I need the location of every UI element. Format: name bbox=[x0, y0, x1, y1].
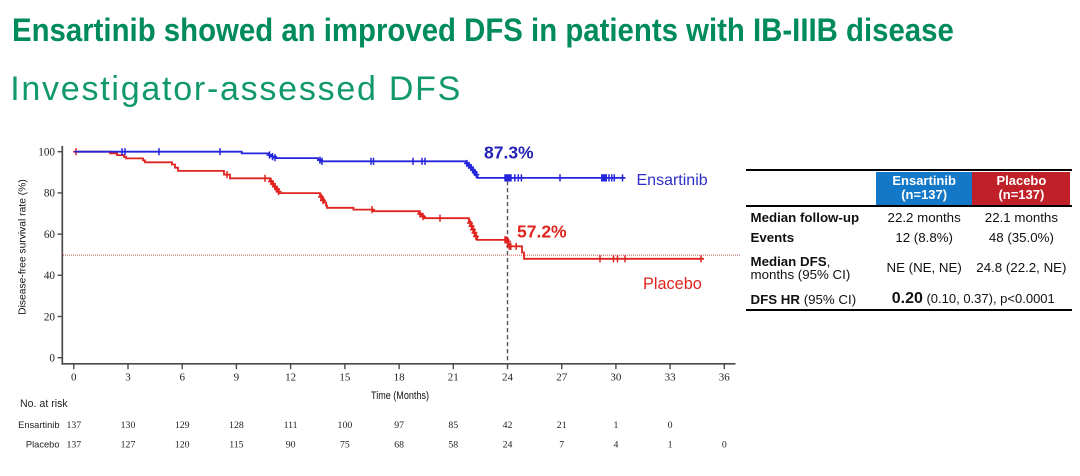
svg-text:130: 130 bbox=[121, 420, 136, 431]
svg-text:Placebo: Placebo bbox=[26, 439, 60, 449]
svg-text:36: 36 bbox=[719, 372, 731, 384]
svg-text:0: 0 bbox=[49, 353, 55, 365]
svg-text:75: 75 bbox=[340, 439, 350, 450]
svg-text:127: 127 bbox=[121, 439, 136, 450]
svg-text:0: 0 bbox=[722, 439, 727, 450]
svg-text:18: 18 bbox=[394, 372, 406, 384]
svg-text:9: 9 bbox=[234, 372, 240, 384]
svg-text:24: 24 bbox=[502, 372, 514, 384]
svg-text:0: 0 bbox=[668, 420, 673, 431]
svg-text:20: 20 bbox=[44, 311, 56, 323]
svg-text:40: 40 bbox=[44, 270, 56, 282]
svg-text:1: 1 bbox=[668, 439, 673, 450]
svg-text:3: 3 bbox=[125, 372, 131, 384]
svg-text:7: 7 bbox=[559, 439, 564, 450]
svg-text:12: 12 bbox=[285, 372, 296, 384]
svg-text:15: 15 bbox=[339, 372, 351, 384]
svg-text:87.3%: 87.3% bbox=[484, 143, 534, 163]
svg-text:58: 58 bbox=[448, 439, 458, 450]
svg-text:129: 129 bbox=[175, 420, 190, 431]
svg-text:0: 0 bbox=[71, 372, 77, 384]
svg-text:60: 60 bbox=[44, 229, 56, 241]
svg-text:No. at risk: No. at risk bbox=[20, 398, 68, 410]
svg-text:27: 27 bbox=[556, 372, 568, 384]
svg-text:90: 90 bbox=[286, 439, 296, 450]
svg-text:33: 33 bbox=[665, 372, 677, 384]
svg-text:97: 97 bbox=[394, 420, 404, 431]
svg-text:137: 137 bbox=[66, 420, 81, 431]
svg-text:Ensartinib: Ensartinib bbox=[637, 172, 708, 189]
svg-text:100: 100 bbox=[338, 420, 353, 431]
svg-text:57.2%: 57.2% bbox=[517, 222, 567, 242]
svg-text:Disease-free survival rate (%): Disease-free survival rate (%) bbox=[18, 179, 29, 315]
svg-text:24: 24 bbox=[503, 439, 513, 450]
svg-text:1: 1 bbox=[613, 420, 618, 431]
svg-text:80: 80 bbox=[44, 188, 56, 200]
svg-text:85: 85 bbox=[448, 420, 458, 431]
svg-text:42: 42 bbox=[503, 420, 513, 431]
svg-text:Time (Months): Time (Months) bbox=[371, 390, 429, 402]
svg-text:21: 21 bbox=[448, 372, 459, 384]
svg-text:30: 30 bbox=[610, 372, 622, 384]
svg-text:100: 100 bbox=[38, 147, 55, 159]
svg-text:4: 4 bbox=[613, 439, 618, 450]
svg-text:120: 120 bbox=[175, 439, 190, 450]
svg-text:137: 137 bbox=[66, 439, 81, 450]
svg-text:Placebo: Placebo bbox=[643, 275, 702, 293]
svg-text:68: 68 bbox=[394, 439, 404, 450]
svg-text:6: 6 bbox=[179, 372, 185, 384]
svg-text:128: 128 bbox=[229, 420, 244, 431]
svg-text:21: 21 bbox=[557, 420, 567, 431]
svg-text:Ensartinib: Ensartinib bbox=[18, 420, 59, 430]
svg-text:111: 111 bbox=[284, 420, 298, 431]
svg-text:115: 115 bbox=[229, 439, 243, 450]
